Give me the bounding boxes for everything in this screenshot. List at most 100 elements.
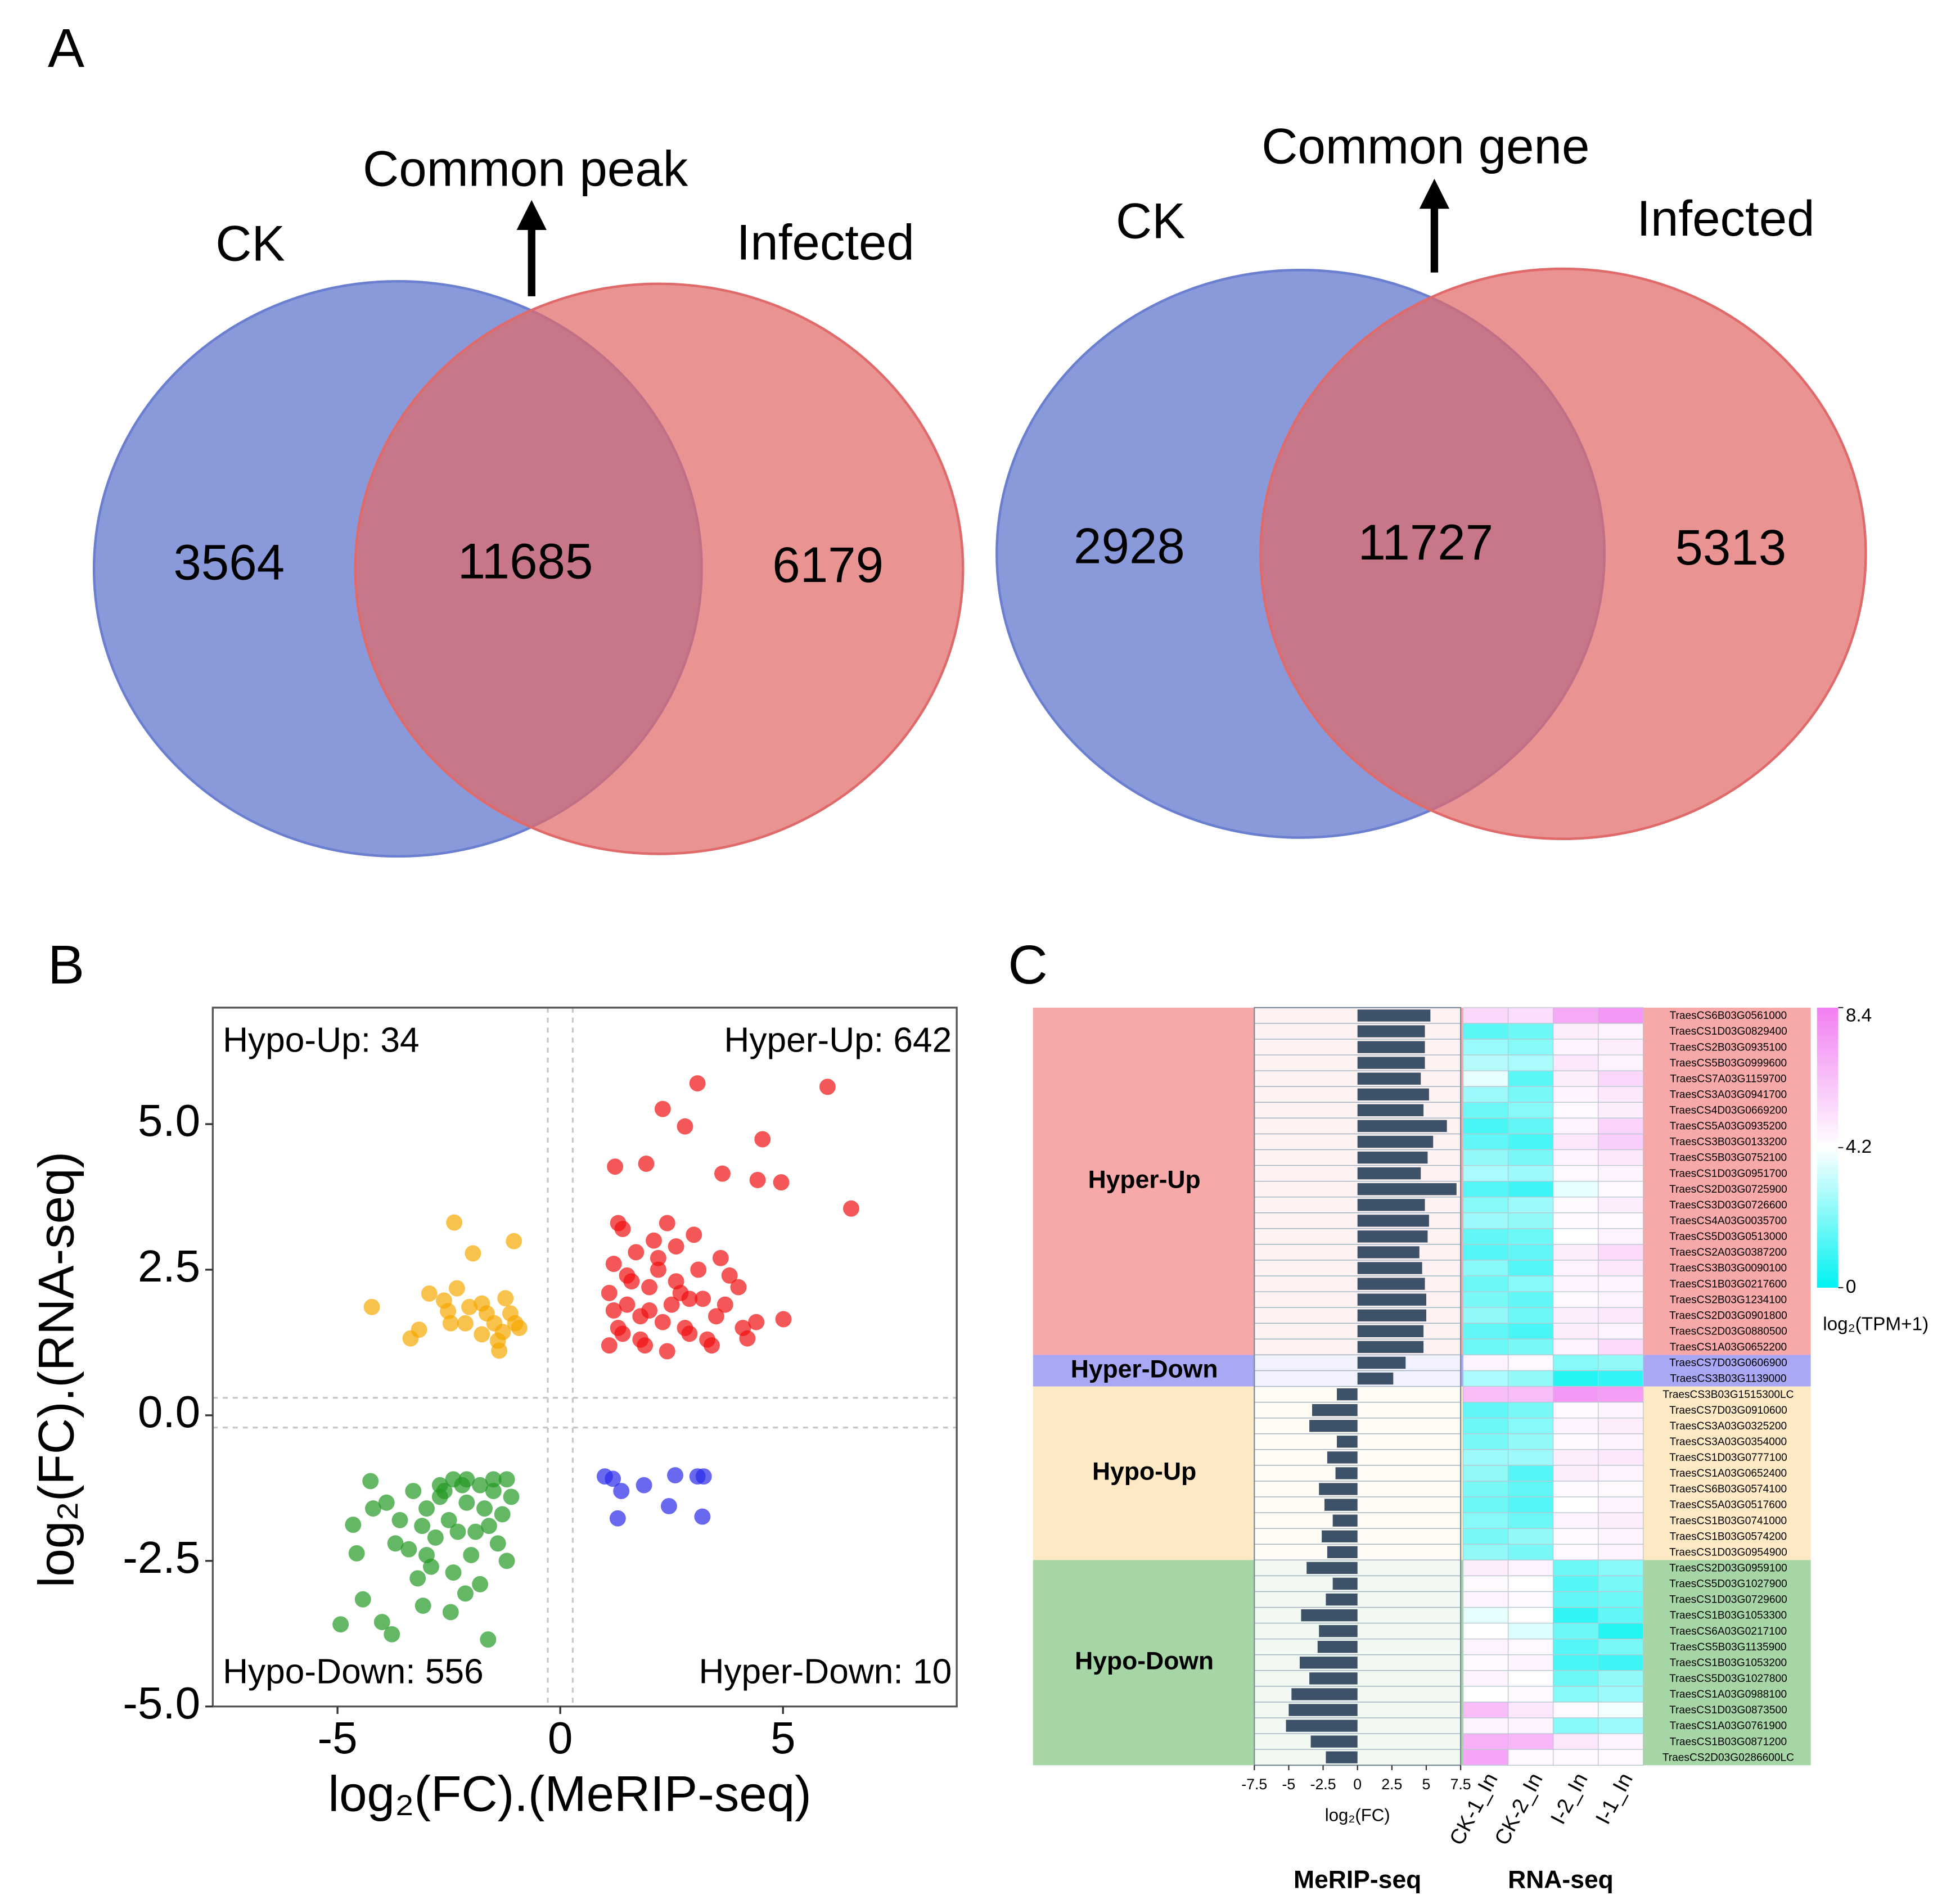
point xyxy=(677,1320,693,1336)
bar xyxy=(1326,1751,1358,1763)
gene-label: TraesCS3B03G0133200 xyxy=(1670,1136,1787,1148)
heat-cell xyxy=(1552,1654,1599,1671)
point xyxy=(739,1330,756,1347)
bar-row xyxy=(1254,1370,1461,1387)
heat-cell xyxy=(1552,1749,1599,1766)
heat-cell xyxy=(1507,1496,1554,1513)
point xyxy=(704,1337,720,1354)
heat-cell xyxy=(1507,1007,1554,1024)
overlap-count: 11727 xyxy=(1358,515,1494,570)
gene-label: TraesCS3B03G1515300LC xyxy=(1662,1389,1794,1401)
column-label: I-1_In xyxy=(1591,1769,1637,1828)
heat-cell xyxy=(1462,1275,1509,1292)
point xyxy=(494,1506,511,1523)
bar xyxy=(1357,1009,1431,1022)
heat-cell xyxy=(1552,1370,1599,1387)
point xyxy=(659,1215,675,1231)
point xyxy=(842,1200,859,1217)
heat-cell xyxy=(1462,1733,1509,1750)
point xyxy=(667,1467,683,1484)
point xyxy=(472,1576,489,1592)
group-label: Hypo-Down xyxy=(1075,1648,1214,1675)
heat-cell xyxy=(1462,1639,1509,1655)
point xyxy=(405,1483,422,1499)
heat-cell xyxy=(1507,1386,1554,1403)
point xyxy=(365,1500,381,1517)
heat-cell xyxy=(1462,1070,1509,1087)
point xyxy=(467,1523,484,1540)
point xyxy=(431,1477,448,1494)
x-axis-label: log₂(FC).(MeRIP-seq) xyxy=(328,1766,811,1822)
heat-cell xyxy=(1462,1622,1509,1640)
heat-cell xyxy=(1598,1244,1644,1261)
bar xyxy=(1299,1657,1358,1669)
point xyxy=(632,1308,649,1325)
bar xyxy=(1357,1183,1457,1195)
heat-cell xyxy=(1552,1291,1599,1308)
point xyxy=(485,1483,502,1499)
heat-cell xyxy=(1507,1086,1554,1103)
point xyxy=(363,1298,380,1315)
heat-cell xyxy=(1462,1338,1509,1356)
heat-cell xyxy=(1462,1702,1509,1718)
set-label: Infected xyxy=(737,214,914,270)
point xyxy=(384,1626,400,1643)
heat-cell xyxy=(1507,1418,1554,1434)
heat-cell xyxy=(1507,1212,1554,1229)
gene-label: TraesCS1D03G0729600 xyxy=(1669,1594,1787,1606)
heat-cell xyxy=(1552,1717,1599,1734)
heat-cell xyxy=(1462,1133,1509,1150)
heat-cell xyxy=(1507,1465,1554,1482)
y-axis-label: log₂(FC).(RNA-seq) xyxy=(29,1152,84,1587)
heat-cell xyxy=(1462,1291,1509,1308)
point xyxy=(708,1308,724,1325)
heat-cell xyxy=(1507,1528,1554,1545)
heat-cell xyxy=(1598,1654,1644,1671)
point xyxy=(400,1541,417,1558)
heat-cell xyxy=(1507,1559,1554,1577)
heat-cell xyxy=(1462,1686,1509,1703)
point xyxy=(332,1616,349,1633)
heat-cell xyxy=(1507,1307,1554,1324)
heat-cell xyxy=(1507,1591,1554,1608)
column-label: I-2_In xyxy=(1546,1769,1592,1828)
gene-label: TraesCS1D03G0954900 xyxy=(1669,1546,1787,1558)
heat-cell xyxy=(1462,1465,1509,1482)
point xyxy=(354,1591,371,1608)
heat-cell xyxy=(1462,1575,1509,1592)
point xyxy=(613,1483,630,1499)
heat-cell xyxy=(1552,1212,1599,1229)
heat-cell xyxy=(1507,1702,1554,1718)
set-count: 6179 xyxy=(772,537,884,593)
point xyxy=(480,1518,497,1535)
heat-cell xyxy=(1462,1433,1509,1450)
quadrant-label: Hypo-Up: 34 xyxy=(223,1021,419,1060)
gene-label: TraesCS6B03G0561000 xyxy=(1670,1010,1787,1022)
heat-cell xyxy=(1598,1117,1644,1135)
heat-cell xyxy=(1462,1307,1509,1324)
heat-cell xyxy=(1462,1039,1509,1055)
heat-cell xyxy=(1462,1165,1509,1182)
y-tick-label: -2.5 xyxy=(123,1532,200,1582)
point xyxy=(717,1296,733,1313)
point xyxy=(636,1477,652,1494)
heat-cell xyxy=(1507,1749,1554,1766)
heat-cell xyxy=(1462,1401,1509,1419)
heat-cell xyxy=(1552,1512,1599,1529)
plot-frame xyxy=(211,1007,958,1708)
point xyxy=(442,1315,459,1332)
y-tick-label: -5.0 xyxy=(123,1678,200,1728)
heat-cell xyxy=(1598,1496,1644,1513)
y-tick-label: 0.0 xyxy=(138,1387,200,1437)
heat-cell xyxy=(1462,1117,1509,1135)
heat-cell xyxy=(1598,1370,1644,1387)
heat-cell xyxy=(1552,1591,1599,1608)
point xyxy=(689,1075,706,1092)
point xyxy=(773,1174,790,1191)
gene-label: TraesCS2D03G0725900 xyxy=(1669,1184,1787,1195)
heat-cell xyxy=(1598,1275,1644,1292)
bar-row xyxy=(1254,1323,1461,1340)
point xyxy=(463,1547,480,1563)
heat-cell xyxy=(1598,1559,1644,1577)
